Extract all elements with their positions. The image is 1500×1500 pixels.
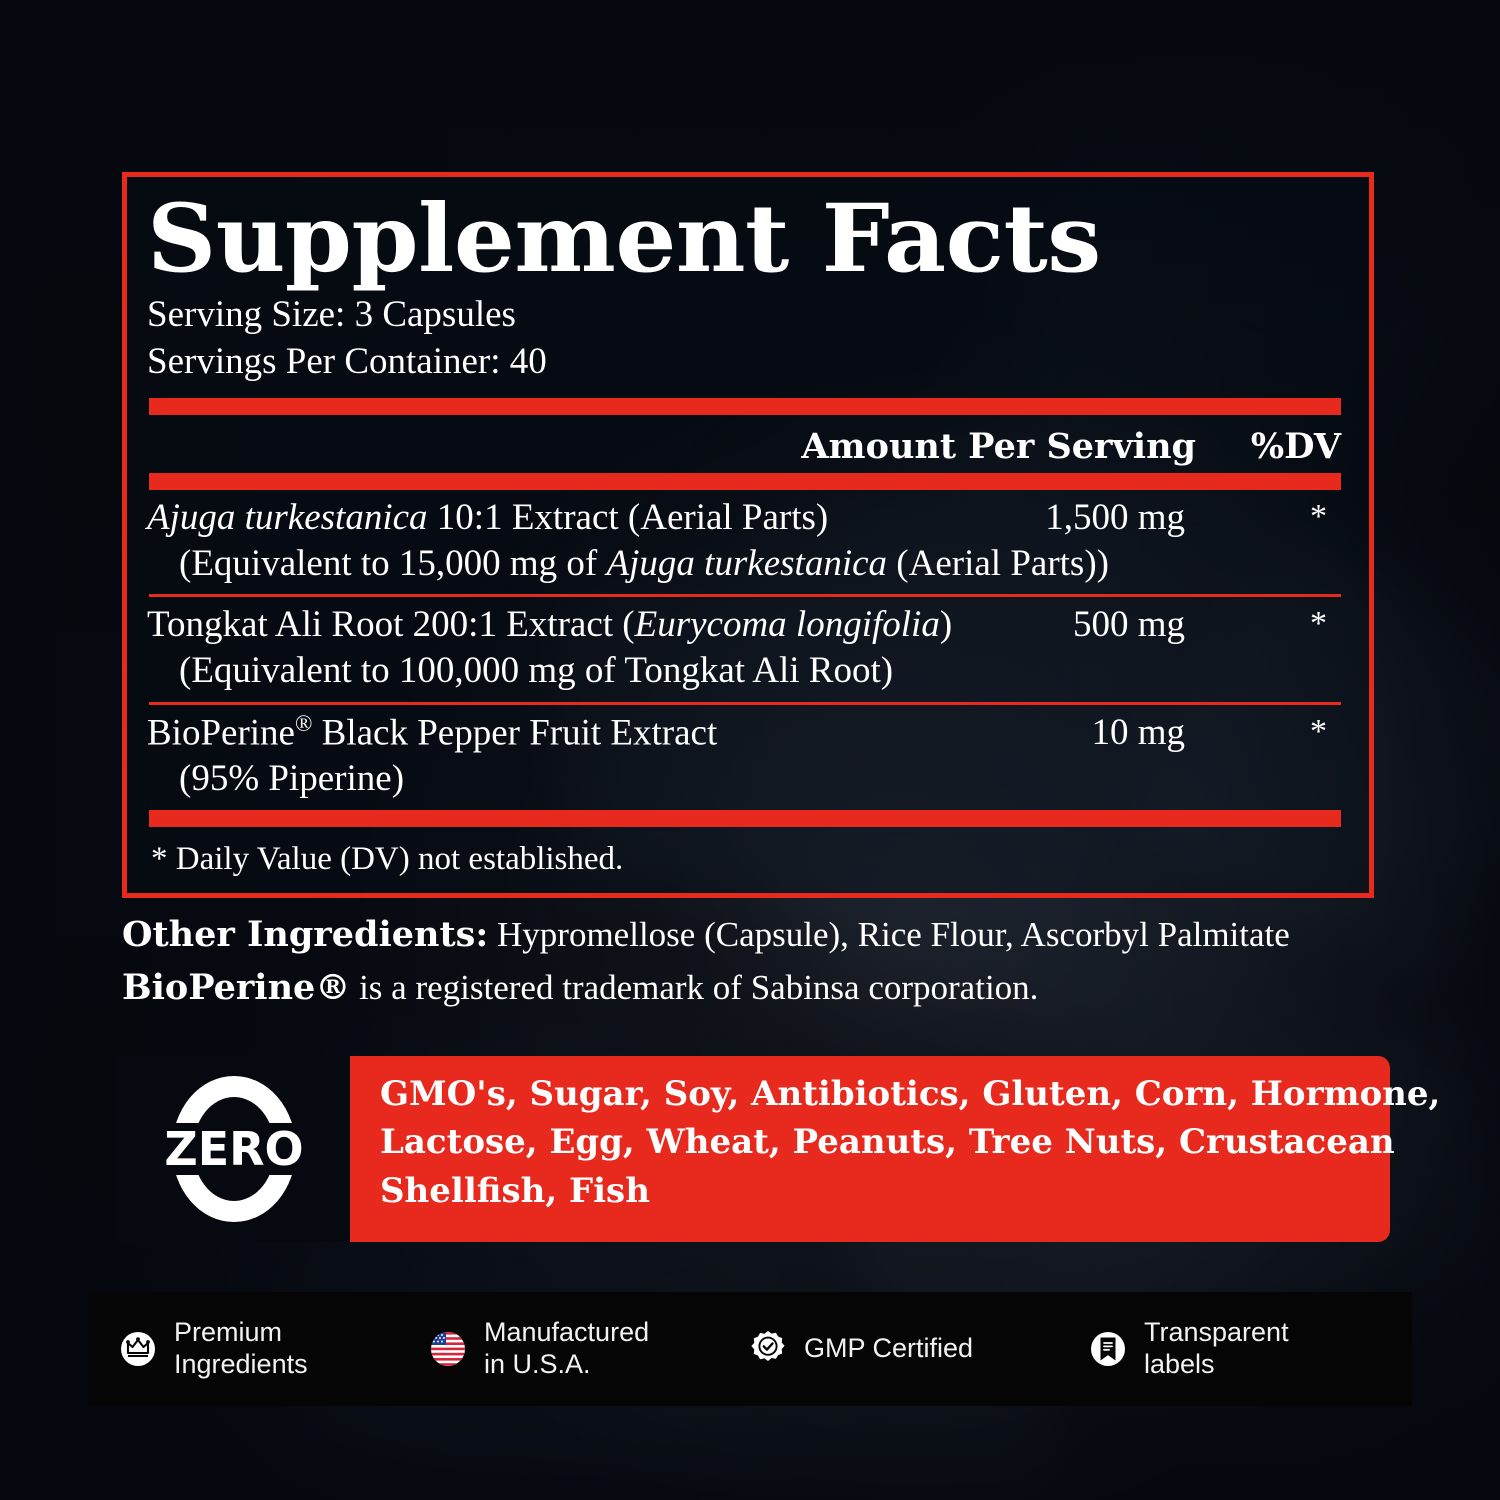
zero-allergen-list: GMO's, Sugar, Soy, Antibiotics, Gluten, …	[350, 1056, 1441, 1242]
ingredient-subline: (Equivalent to 100,000 mg of Tongkat Ali…	[179, 650, 894, 692]
usa-flag-icon	[426, 1327, 470, 1371]
supplement-facts-panel: Supplement Facts Serving Size: 3 Capsule…	[122, 172, 1374, 898]
trust-label-line1: Transparent	[1144, 1317, 1289, 1348]
column-header-dv: %DV	[1250, 425, 1341, 467]
trust-label-line1: GMP Certified	[804, 1333, 974, 1364]
ingredient-amount: 500 mg	[1072, 604, 1185, 646]
rule-thin-2	[149, 702, 1341, 706]
other-ingredients-value: Hypromellose (Capsule), Rice Flour, Asco…	[488, 915, 1290, 954]
other-ingredients-label: Other Ingredients:	[122, 914, 489, 955]
ingredient-amount: 1,500 mg	[1045, 496, 1185, 538]
ingredient-name: Tongkat Ali Root 200:1 Extract (Eurycoma…	[147, 603, 952, 646]
subline-latin: Ajuga turkestanica	[606, 542, 888, 584]
subline-post: (Aerial Parts))	[887, 542, 1109, 584]
trust-item-premium-ingredients: Premium Ingredients	[116, 1317, 426, 1381]
servings-per-container: Servings Per Container: 40	[147, 341, 547, 383]
trust-item-label: Transparent labels	[1144, 1317, 1289, 1381]
serving-size: Serving Size: 3 Capsules	[147, 294, 516, 336]
subline-pre: (Equivalent to 15,000 mg of	[179, 542, 607, 584]
table-row: BioPerine® Black Pepper Fruit Extract 10…	[147, 705, 1351, 810]
ingredient-name-pre: BioPerine	[147, 712, 295, 754]
trust-item-gmp-certified: GMP Certified	[746, 1327, 1086, 1371]
ingredient-name-rest: Black Pepper Fruit Extract	[312, 712, 718, 754]
column-header-amount: Amount Per Serving	[801, 425, 1196, 467]
allergen-line: Shellfish, Fish	[380, 1170, 650, 1211]
rule-thick-bottom	[149, 809, 1341, 827]
trust-item-label: Premium Ingredients	[174, 1317, 308, 1381]
rule-thick-header	[149, 472, 1341, 490]
ingredient-name-rest: )	[939, 604, 953, 646]
zero-allergen-banner: ZERO GMO's, Sugar, Soy, Antibiotics, Glu…	[118, 1056, 1441, 1242]
ingredient-name: BioPerine® Black Pepper Fruit Extract	[147, 711, 717, 754]
page-title: Supplement Facts	[147, 184, 1101, 294]
trust-item-manufactured-usa: Manufactured in U.S.A.	[426, 1317, 746, 1381]
zero-badge-label: ZERO	[164, 1122, 304, 1176]
trust-item-transparent-labels: Transparent labels	[1086, 1317, 1386, 1381]
trust-item-label: GMP Certified	[804, 1333, 973, 1365]
serving-info: Serving Size: 3 Capsules Servings Per Co…	[147, 291, 1351, 386]
zero-word-backdrop	[159, 1123, 309, 1175]
ingredient-dv: *	[1310, 605, 1327, 643]
other-ingredients-block: Other Ingredients: Hypromellose (Capsule…	[122, 908, 1412, 1014]
trademark-name: BioPerine®	[122, 967, 351, 1009]
registered-mark: ®	[294, 711, 313, 737]
table-row: Tongkat Ali Root 200:1 Extract (Eurycoma…	[147, 597, 1351, 702]
ingredient-name-pre: Tongkat Ali Root 200:1 Extract (	[147, 604, 635, 646]
trust-label-line2: in U.S.A.	[484, 1349, 591, 1379]
ingredient-amount: 10 mg	[1091, 712, 1185, 754]
bookmark-doc-icon	[1086, 1327, 1130, 1371]
trust-badge-bar: Premium Ingredients	[88, 1292, 1412, 1406]
daily-value-footnote: * Daily Value (DV) not established.	[151, 840, 624, 877]
zero-badge: ZERO	[118, 1056, 350, 1242]
ingredient-dv: *	[1310, 713, 1327, 751]
ingredient-latin-name: Ajuga turkestanica	[147, 496, 428, 538]
gmp-badge-icon	[746, 1327, 790, 1371]
ingredient-subline: (95% Piperine)	[179, 758, 405, 800]
ingredient-subline: (Equivalent to 15,000 mg of Ajuga turkes…	[147, 542, 1351, 586]
allergen-line: GMO's, Sugar, Soy, Antibiotics, Gluten, …	[380, 1074, 1441, 1114]
rule-thin-1	[149, 594, 1341, 598]
rule-thick-top	[149, 397, 1341, 415]
trust-item-label: Manufactured in U.S.A.	[484, 1317, 649, 1381]
ingredient-latin-name: Eurycoma longifolia	[634, 604, 940, 646]
table-row: Ajuga turkestanica 10:1 Extract (Aerial …	[147, 490, 1351, 595]
trust-label-line1: Premium	[174, 1317, 283, 1348]
ingredient-name: Ajuga turkestanica 10:1 Extract (Aerial …	[147, 496, 828, 539]
trust-label-line2: Ingredients	[174, 1349, 308, 1379]
ingredient-dv: *	[1310, 497, 1327, 535]
ingredient-name-rest: 10:1 Extract (Aerial Parts)	[427, 496, 829, 538]
zero-oval-mark: ZERO	[159, 1076, 309, 1222]
table-header-row: Amount Per Serving %DV	[147, 415, 1351, 473]
allergen-line: Lactose, Egg, Wheat, Peanuts, Tree Nuts,…	[380, 1122, 1395, 1163]
other-ingredients-line: Other Ingredients: Hypromellose (Capsule…	[122, 908, 1412, 961]
trademark-text: is a registered trademark of Sabinsa cor…	[350, 968, 1039, 1008]
crown-icon	[116, 1327, 160, 1371]
trust-label-line1: Manufactured	[484, 1317, 650, 1348]
trademark-line: BioPerine® is a registered trademark of …	[122, 961, 1412, 1014]
trust-label-line2: labels	[1144, 1349, 1215, 1379]
